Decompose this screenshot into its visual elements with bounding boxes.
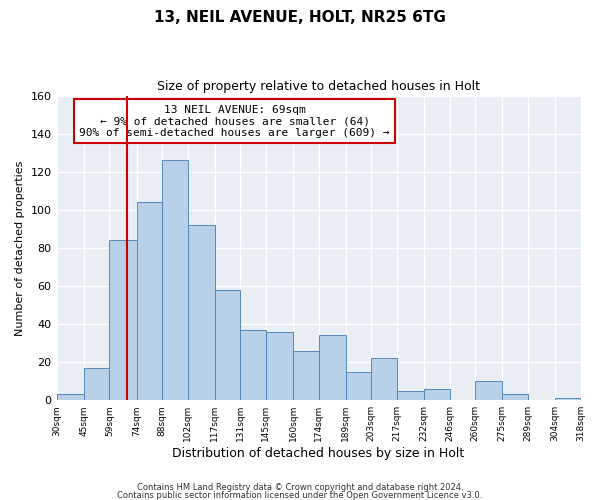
Bar bbox=[424, 389, 449, 400]
Text: 13 NEIL AVENUE: 69sqm
← 9% of detached houses are smaller (64)
90% of semi-detac: 13 NEIL AVENUE: 69sqm ← 9% of detached h… bbox=[79, 104, 390, 138]
Bar bbox=[371, 358, 397, 400]
Bar bbox=[475, 381, 502, 400]
Bar bbox=[266, 332, 293, 400]
Bar bbox=[215, 290, 240, 400]
Bar bbox=[397, 390, 424, 400]
Bar bbox=[293, 350, 319, 400]
Text: Contains HM Land Registry data © Crown copyright and database right 2024.: Contains HM Land Registry data © Crown c… bbox=[137, 483, 463, 492]
Y-axis label: Number of detached properties: Number of detached properties bbox=[15, 160, 25, 336]
Title: Size of property relative to detached houses in Holt: Size of property relative to detached ho… bbox=[157, 80, 480, 93]
Bar bbox=[137, 202, 162, 400]
Bar bbox=[84, 368, 109, 400]
Bar bbox=[188, 225, 215, 400]
Text: 13, NEIL AVENUE, HOLT, NR25 6TG: 13, NEIL AVENUE, HOLT, NR25 6TG bbox=[154, 10, 446, 25]
Bar bbox=[240, 330, 266, 400]
Text: Contains public sector information licensed under the Open Government Licence v3: Contains public sector information licen… bbox=[118, 492, 482, 500]
Bar bbox=[555, 398, 580, 400]
Bar bbox=[162, 160, 188, 400]
Bar bbox=[319, 336, 346, 400]
X-axis label: Distribution of detached houses by size in Holt: Distribution of detached houses by size … bbox=[172, 447, 464, 460]
Bar bbox=[346, 372, 371, 400]
Bar bbox=[502, 394, 528, 400]
Bar bbox=[109, 240, 137, 400]
Bar bbox=[56, 394, 84, 400]
